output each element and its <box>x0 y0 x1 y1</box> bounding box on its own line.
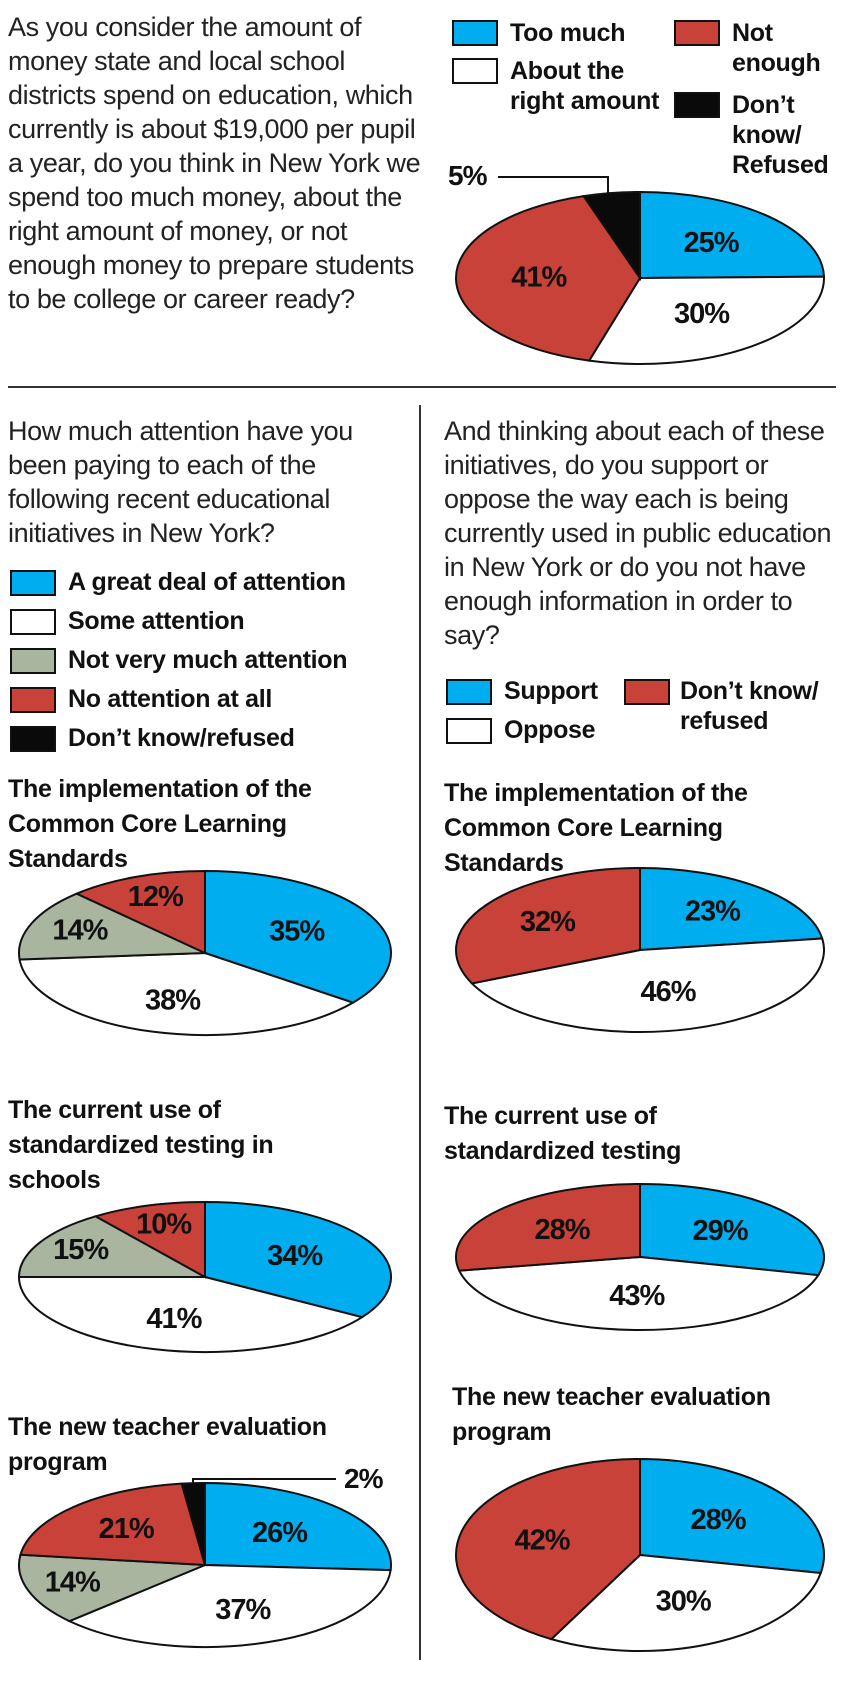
legend-label-dont-know: Don’t know/ Refused <box>732 91 829 179</box>
legend-swatch-too-much <box>452 20 498 46</box>
legend-swatch-oppose <box>446 718 492 744</box>
legend-swatch-some <box>10 609 56 635</box>
pie-data-label: 23% <box>685 896 741 928</box>
pie-data-label: 21% <box>99 1513 155 1545</box>
pie-slice-don-t-know-refused <box>455 866 641 985</box>
pie-slice-support <box>639 1457 825 1575</box>
pie-slice-no-attention-at-all <box>93 1200 206 1279</box>
pie-slice-too-much <box>639 190 826 280</box>
pie-data-label: 14% <box>45 1567 101 1599</box>
pie-slice-don-t-know-refused <box>581 190 641 282</box>
legend-label-great-deal: A great deal of attention <box>68 568 346 596</box>
pie-data-label: 12% <box>128 881 184 913</box>
pie-slice-don-t-know-refused <box>180 1481 206 1566</box>
right-chart-3-title: The new teacher evaluation program <box>452 1383 771 1446</box>
pie-slice-don-t-know-refused <box>455 1457 641 1641</box>
pie-data-label: 26% <box>252 1517 308 1549</box>
left-chart-2-title: The current use of standardized testing … <box>8 1096 274 1194</box>
pie-data-label: 29% <box>692 1215 748 1247</box>
pie-slice-about-the-right-amount <box>587 275 825 365</box>
pie-slice-not-enough <box>455 195 642 362</box>
pie-data-label: 43% <box>609 1280 665 1312</box>
pie-slice-no-attention-at-all <box>19 1482 207 1567</box>
pie-slice-oppose <box>469 937 825 1033</box>
legend-label-no-attention: No attention at all <box>68 685 273 713</box>
right-chart-2-title: The current use of standardized testing <box>444 1102 682 1165</box>
legend-swatch-no-attention <box>10 687 56 713</box>
pie-data-label: 42% <box>514 1525 570 1557</box>
pie-slice-don-t-know-refused <box>455 1182 641 1272</box>
left-chart-1-title: The implementation of the Common Core Le… <box>8 775 312 873</box>
callout-label-left: 2% <box>344 1463 383 1494</box>
legend-swatch-dont-know-right <box>624 679 670 705</box>
legend-swatch-dont-know <box>674 92 720 118</box>
pie-data-label: 28% <box>690 1504 746 1536</box>
pie-data-label: 25% <box>683 227 739 259</box>
pie-data-label: 10% <box>136 1208 192 1240</box>
legend-label-support: Support <box>504 677 598 705</box>
callout-line-top <box>498 176 609 195</box>
legend-swatch-great-deal <box>10 570 56 596</box>
pie-slice-some-attention <box>18 951 356 1036</box>
callout-label-top: 5% <box>448 160 487 191</box>
legend-label-about-right: About the right amount <box>510 57 660 115</box>
legend-swatch-not-very-much <box>10 648 56 674</box>
right-question: And thinking about each of these initiat… <box>444 416 832 650</box>
left-chart-3-title: The new teacher evaluation program <box>8 1413 327 1476</box>
pie-data-label: 30% <box>656 1585 712 1617</box>
pie-slice-some-attention <box>66 1563 392 1648</box>
legend-label-not-very-much: Not very much attention <box>68 646 348 674</box>
legend-swatch-support <box>446 679 492 705</box>
pie-data-label: 35% <box>269 916 325 948</box>
top-question: As you consider the amount of money stat… <box>8 12 421 314</box>
left-question: How much attention have you been paying … <box>8 416 353 548</box>
pie-slice-not-very-much-attention <box>18 1553 206 1623</box>
pie-slice-not-very-much-attention <box>18 892 206 961</box>
legend-label-dont-know-right: Don’t know/ refused <box>680 677 819 735</box>
vertical-divider <box>419 405 421 1660</box>
pie-slice-support <box>639 866 824 952</box>
legend-label-some: Some attention <box>68 607 245 635</box>
legend-swatch-about-right <box>452 58 498 84</box>
legend-label-dont-know-left: Don’t know/refused <box>68 724 295 752</box>
legend-swatch-dont-know-left <box>10 726 56 752</box>
pie-slice-a-great-deal-of-attention <box>204 869 392 1004</box>
pie-slice-some-attention <box>17 1276 365 1353</box>
pie-slice-no-attention-at-all <box>74 869 206 955</box>
pie-slice-oppose <box>457 1255 820 1331</box>
legend-label-oppose: Oppose <box>504 716 596 744</box>
pie-data-label: 37% <box>215 1594 271 1626</box>
horizontal-divider <box>8 386 836 388</box>
pie-data-label: 38% <box>145 984 201 1016</box>
pie-slice-a-great-deal-of-attention <box>204 1481 392 1572</box>
pie-slice-support <box>639 1182 825 1277</box>
right-chart-1-title: The implementation of the Common Core Le… <box>444 779 748 877</box>
legend-label-too-much: Too much <box>510 19 626 47</box>
pie-data-label: 30% <box>674 298 730 330</box>
legend-swatch-not-enough <box>674 20 720 46</box>
pie-data-label: 41% <box>146 1303 202 1335</box>
pie-data-label: 15% <box>53 1234 109 1266</box>
pie-data-label: 32% <box>520 906 576 938</box>
pie-data-label: 41% <box>511 261 567 293</box>
pie-data-label: 34% <box>267 1240 323 1272</box>
pie-data-label: 46% <box>640 976 696 1008</box>
pie-slice-oppose <box>549 1553 823 1652</box>
pie-slice-not-very-much-attention <box>17 1215 209 1278</box>
pie-data-label: 28% <box>535 1214 591 1246</box>
legend-label-not-enough: Not enough <box>732 19 821 77</box>
pie-data-label: 14% <box>52 915 108 947</box>
